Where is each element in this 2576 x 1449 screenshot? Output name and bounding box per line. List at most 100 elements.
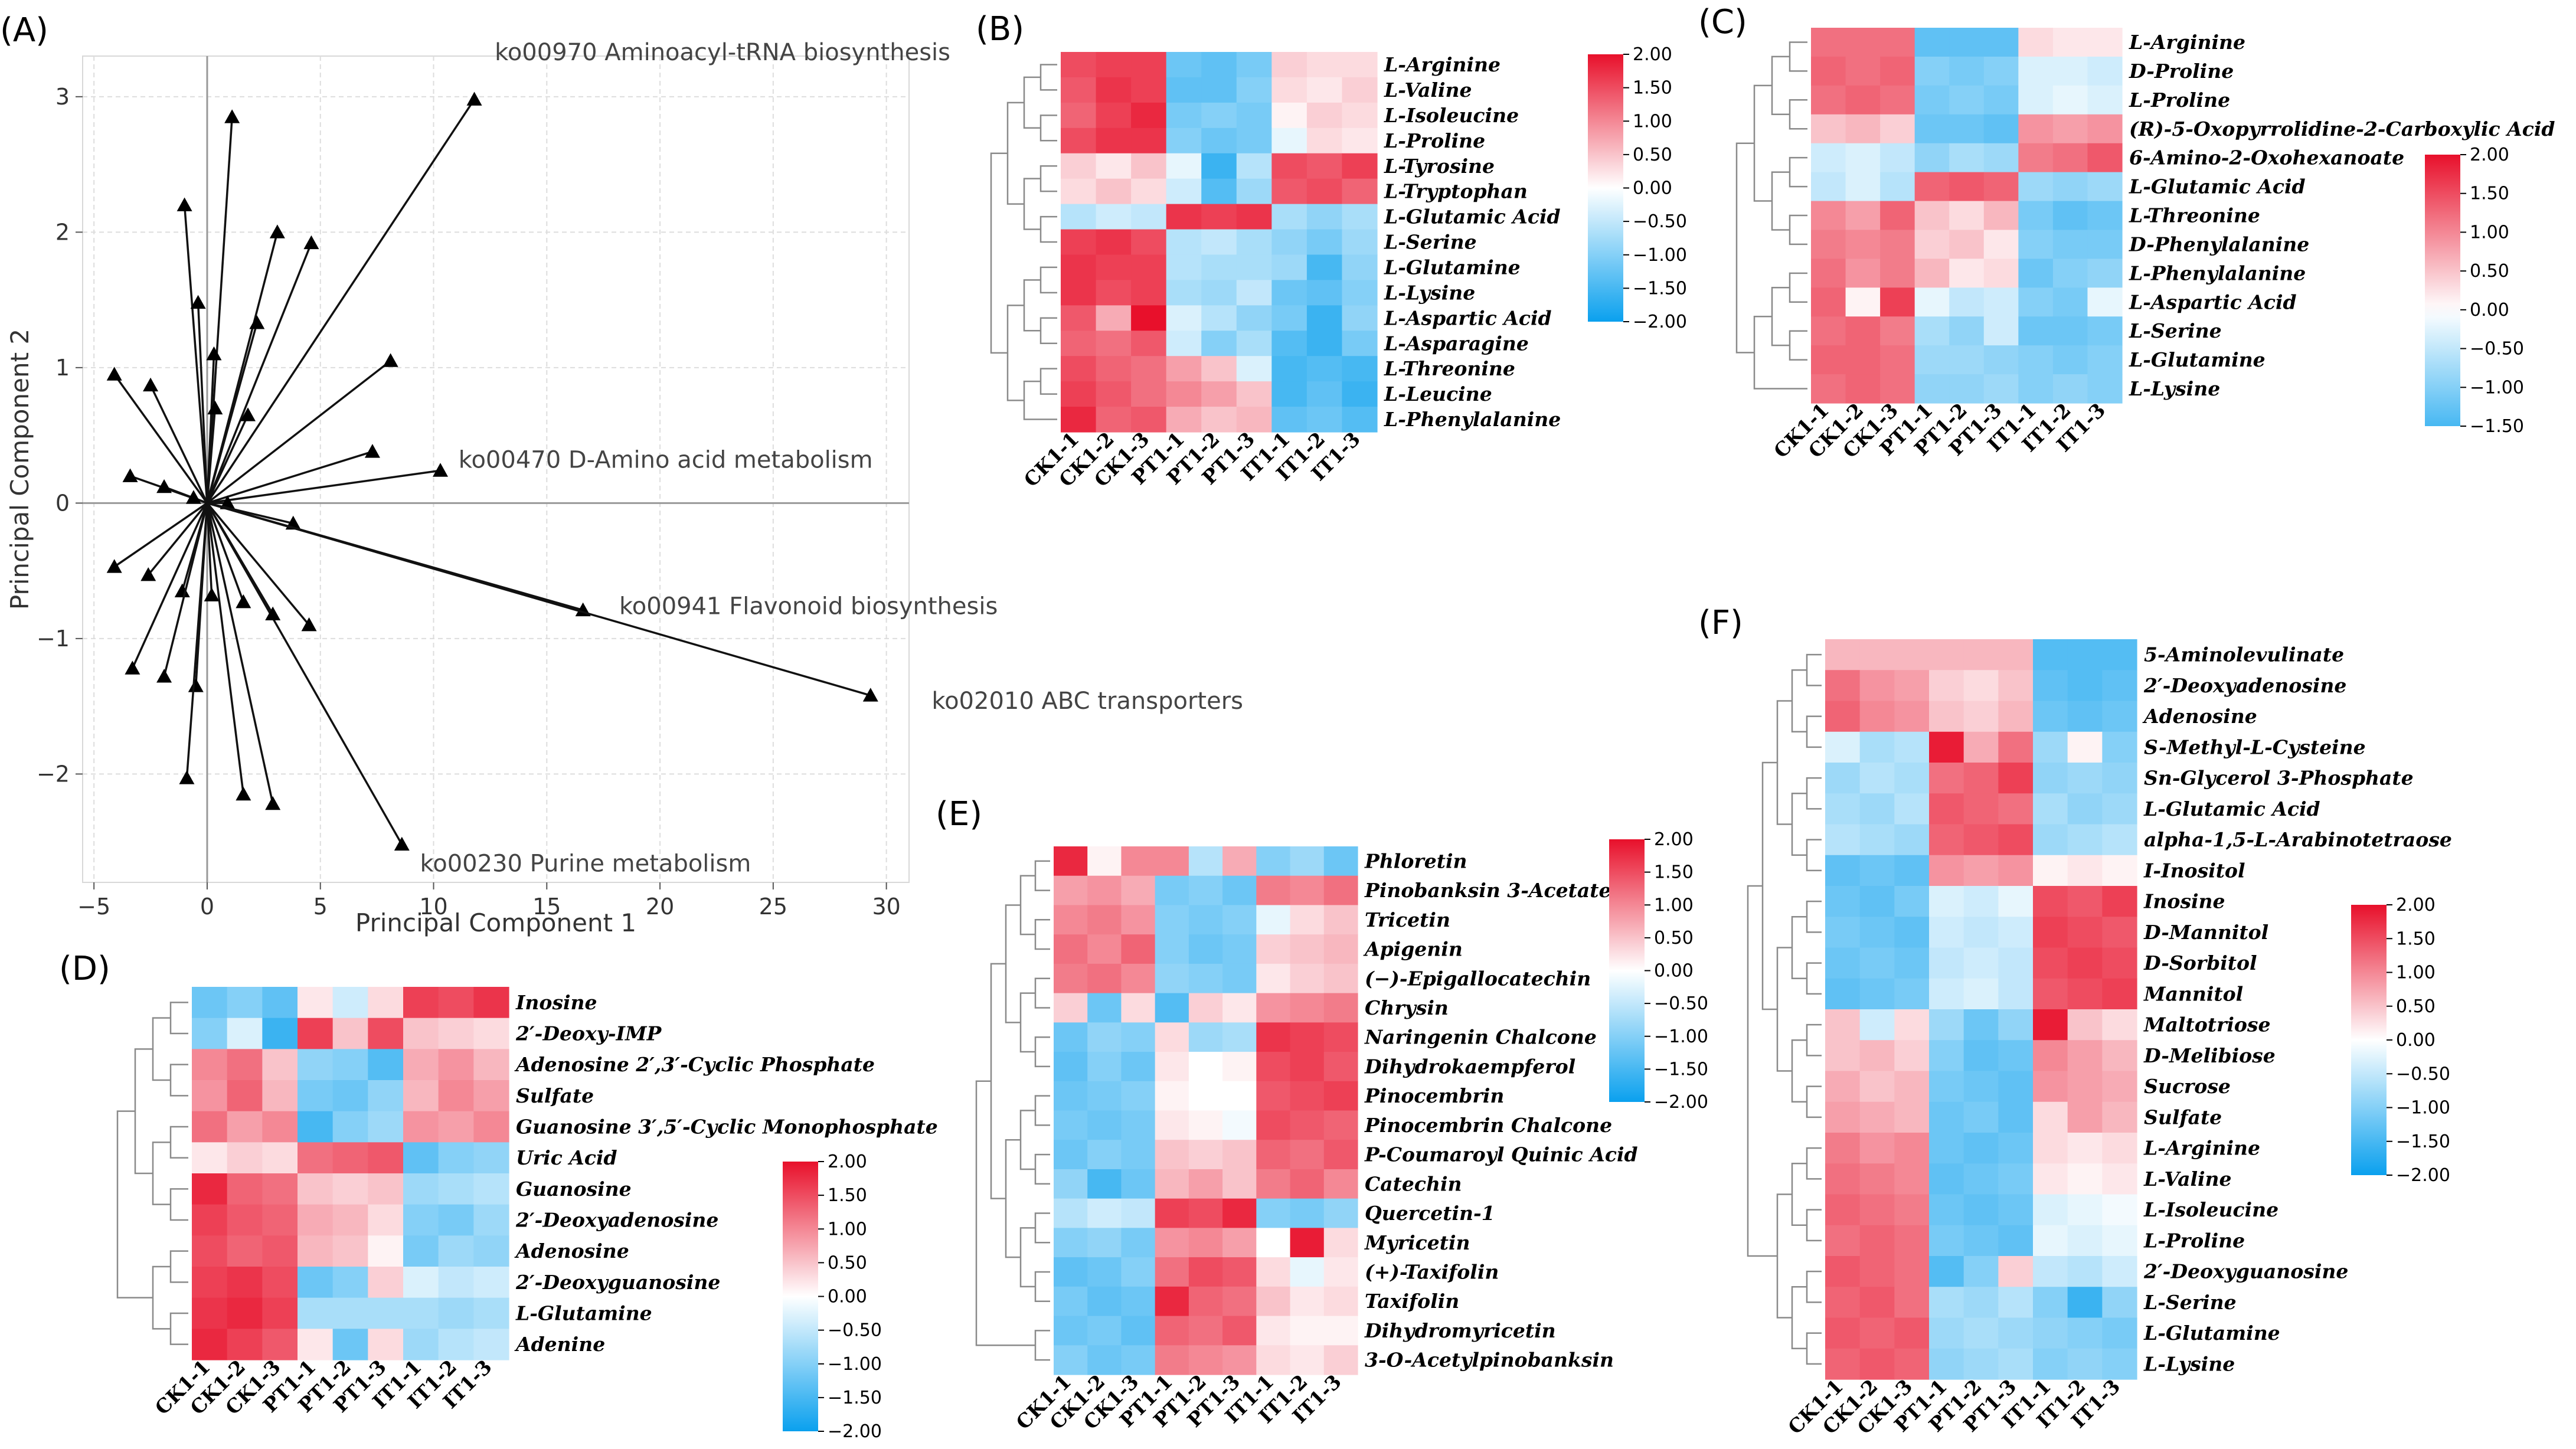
heatmap-cell bbox=[2067, 947, 2103, 979]
row-label: L-Proline bbox=[1384, 129, 1485, 152]
heatmap-cell bbox=[1166, 229, 1202, 256]
heatmap-cell bbox=[2067, 1194, 2103, 1226]
heatmap-cell bbox=[1306, 102, 1343, 129]
colorbar-tick-label: −0.50 bbox=[1654, 993, 1708, 1014]
heatmap-cell bbox=[473, 1018, 509, 1049]
heatmap-cell bbox=[1061, 254, 1097, 280]
heatmap-cell bbox=[192, 1235, 228, 1267]
heatmap-cell bbox=[2102, 639, 2137, 670]
colorbar-tick-label: 0.00 bbox=[2396, 1030, 2436, 1051]
heatmap-cell bbox=[1236, 178, 1272, 205]
heatmap-cell bbox=[1087, 993, 1122, 1023]
heatmap-cell bbox=[1096, 381, 1132, 407]
heatmap-cell bbox=[1342, 178, 1378, 205]
heatmap-cell bbox=[368, 1267, 404, 1298]
heatmap-cell bbox=[2052, 316, 2088, 346]
heatmap-cell bbox=[1201, 102, 1237, 129]
x-tick-label: 20 bbox=[646, 894, 674, 920]
colorbar-tick-label: −1.50 bbox=[1633, 278, 1687, 299]
row-label: P-Coumaroyl Quinic Acid bbox=[1364, 1143, 1638, 1166]
heatmap-cell bbox=[1845, 201, 1881, 231]
heatmap-cell bbox=[1121, 1052, 1156, 1082]
heatmap-cell bbox=[1342, 229, 1378, 256]
heatmap-cell bbox=[1342, 407, 1378, 433]
heatmap-cell bbox=[438, 1329, 474, 1360]
heatmap-cell bbox=[192, 1111, 228, 1143]
heatmap-cell bbox=[2018, 28, 2054, 57]
row-label: 2′-Deoxyguanosine bbox=[2143, 1260, 2348, 1283]
heatmap-cell bbox=[1131, 356, 1167, 382]
vector-marker bbox=[265, 796, 281, 810]
loading-vector bbox=[206, 414, 249, 504]
row-label: D-Mannitol bbox=[2143, 921, 2268, 944]
heatmap-cell bbox=[1290, 1316, 1325, 1346]
heatmap-cell bbox=[2033, 1225, 2068, 1257]
heatmap-cell bbox=[1131, 52, 1167, 78]
row-label: L-Isoleucine bbox=[1384, 104, 1519, 127]
loading-vector bbox=[206, 99, 476, 504]
heatmap-cell bbox=[2018, 287, 2054, 317]
heatmap-cell bbox=[2067, 639, 2103, 670]
heatmap-cell bbox=[1087, 1140, 1122, 1170]
row-label: Myricetin bbox=[1364, 1231, 1470, 1254]
row-label: L-Glutamine bbox=[1384, 256, 1521, 279]
y-tick-label: −1 bbox=[37, 626, 70, 652]
heatmap-cell bbox=[368, 1111, 404, 1143]
heatmap-cell bbox=[1201, 153, 1237, 179]
heatmap-cell bbox=[1256, 1286, 1291, 1317]
row-label: L-Asparagine bbox=[1384, 332, 1529, 355]
heatmap-cell bbox=[1949, 287, 1985, 317]
vector-marker bbox=[394, 836, 410, 851]
heatmap-cell bbox=[1880, 114, 1915, 144]
heatmap-cell bbox=[2102, 670, 2137, 702]
heatmap-cell bbox=[1061, 178, 1097, 205]
heatmap-cell bbox=[1222, 1345, 1257, 1375]
heatmap-cell bbox=[1845, 345, 1881, 375]
heatmap-cell bbox=[1963, 1101, 1999, 1133]
heatmap-cell bbox=[1894, 1101, 1930, 1133]
heatmap-cell bbox=[1811, 56, 1846, 86]
heatmap-cell bbox=[1825, 639, 1861, 670]
heatmap-cell bbox=[1096, 52, 1132, 78]
heatmap-cell bbox=[473, 987, 509, 1019]
heatmap-cell bbox=[1188, 1198, 1223, 1228]
heatmap-cell bbox=[1342, 305, 1378, 331]
panel-label-a: (A) bbox=[0, 11, 48, 50]
heatmap-cell bbox=[2102, 1009, 2137, 1041]
heatmap-cell bbox=[1929, 1256, 1964, 1287]
row-label: (R)-5-Oxopyrrolidine-2-Carboxylic Acid bbox=[2129, 117, 2555, 140]
heatmap-cell bbox=[1963, 855, 1999, 887]
heatmap-cell bbox=[2087, 28, 2123, 57]
heatmap-cell bbox=[1859, 824, 1895, 856]
heatmap-cell bbox=[2067, 1348, 2103, 1380]
heatmap-cell bbox=[2052, 287, 2088, 317]
heatmap-cell bbox=[1963, 1348, 1999, 1380]
heatmap-cell bbox=[1998, 1348, 2034, 1380]
heatmap-cell bbox=[2033, 886, 2068, 917]
heatmap-cell bbox=[1825, 763, 1861, 794]
heatmap-cell bbox=[1054, 905, 1088, 935]
loading-vector bbox=[206, 502, 244, 603]
heatmap-cell bbox=[1894, 763, 1930, 794]
colorbar-tick-label: 0.00 bbox=[2470, 300, 2509, 320]
heatmap-cell bbox=[227, 1142, 263, 1174]
colorbar-tick-label: 2.00 bbox=[2396, 895, 2436, 915]
heatmap-cell bbox=[1929, 1133, 1964, 1164]
row-label: Pinobanksin 3-Acetate bbox=[1364, 879, 1611, 902]
heatmap-cell bbox=[1859, 855, 1895, 887]
colorbar-tick-label: 2.00 bbox=[1654, 829, 1694, 850]
heatmap-cell bbox=[1859, 701, 1895, 732]
heatmap-cell bbox=[1131, 127, 1167, 154]
dendrogram-branch bbox=[975, 1080, 1035, 1346]
heatmap-cell bbox=[1342, 52, 1378, 78]
panel-label-b: (B) bbox=[976, 10, 1024, 48]
heatmap-cell bbox=[1998, 1101, 2034, 1133]
heatmap-cell bbox=[1859, 763, 1895, 794]
heatmap-cell bbox=[1845, 56, 1881, 86]
heatmap-cell bbox=[1894, 1163, 1930, 1195]
heatmap-cell bbox=[1963, 1009, 1999, 1041]
y-tick-label: −2 bbox=[37, 761, 70, 787]
heatmap-cell bbox=[438, 1049, 474, 1081]
row-label: L-Glutamine bbox=[2129, 348, 2266, 371]
heatmap-cell bbox=[1087, 1022, 1122, 1052]
